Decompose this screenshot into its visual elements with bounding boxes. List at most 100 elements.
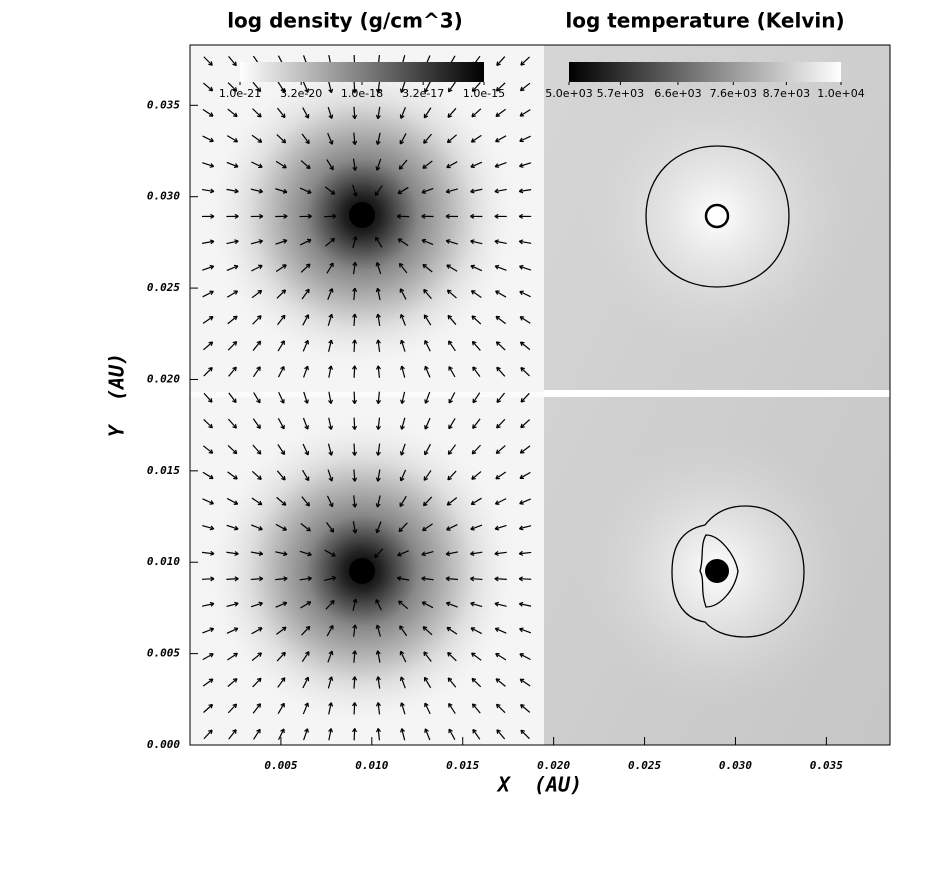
arrow-head bbox=[470, 239, 475, 242]
velocity-arrow bbox=[325, 237, 335, 247]
velocity-arrow bbox=[226, 265, 239, 272]
arrow-head bbox=[446, 239, 451, 242]
velocity-arrow bbox=[401, 365, 406, 378]
velocity-arrow bbox=[424, 443, 431, 456]
velocity-arrow bbox=[276, 289, 286, 299]
arrow-head bbox=[399, 625, 404, 629]
arrow-head bbox=[304, 452, 309, 456]
arrow-head bbox=[352, 529, 356, 534]
velocity-arrow bbox=[278, 392, 285, 404]
velocity-arrow bbox=[423, 314, 432, 326]
arrow-head bbox=[258, 528, 263, 531]
colorbar-tick-label: 1.0e+04 bbox=[817, 87, 864, 100]
velocity-arrow bbox=[424, 366, 431, 378]
arrow-head bbox=[281, 141, 286, 144]
velocity-arrow bbox=[421, 601, 434, 609]
arrow-head bbox=[256, 452, 261, 455]
colorbar-tick-label: 8.7e+03 bbox=[763, 87, 810, 100]
velocity-arrow bbox=[519, 603, 532, 607]
velocity-arrow bbox=[472, 418, 481, 429]
velocity-arrow bbox=[252, 108, 262, 118]
arrow-head bbox=[445, 188, 450, 193]
velocity-arrow bbox=[470, 240, 483, 245]
arrow-head bbox=[424, 702, 429, 706]
velocity-arrow bbox=[422, 626, 433, 636]
velocity-arrow bbox=[327, 314, 333, 326]
arrow-head bbox=[518, 576, 524, 580]
velocity-arrow bbox=[423, 289, 432, 300]
velocity-arrow bbox=[252, 366, 261, 378]
velocity-arrow bbox=[303, 391, 309, 404]
arrow-head bbox=[471, 677, 477, 680]
velocity-arrow bbox=[471, 471, 482, 480]
arrow-head bbox=[398, 527, 401, 532]
velocity-arrow bbox=[353, 728, 356, 741]
arrow-head bbox=[308, 601, 312, 606]
arrow-head bbox=[259, 265, 263, 270]
arrow-head bbox=[470, 188, 474, 193]
panel-gap bbox=[190, 392, 544, 397]
velocity-arrow bbox=[353, 676, 356, 689]
arrow-head bbox=[446, 526, 450, 531]
arrow-head bbox=[445, 576, 450, 580]
velocity-arrow bbox=[399, 288, 407, 300]
arrow-head bbox=[256, 426, 261, 430]
arrow-head bbox=[519, 627, 524, 630]
velocity-arrow bbox=[353, 391, 356, 404]
velocity-arrow bbox=[519, 498, 531, 505]
arrow-head bbox=[471, 112, 474, 117]
velocity-arrow bbox=[448, 392, 456, 404]
arrow-head bbox=[331, 650, 334, 656]
arrow-head bbox=[308, 626, 311, 631]
arrow-head bbox=[235, 653, 238, 658]
arrow-head bbox=[377, 728, 382, 733]
velocity-arrow bbox=[326, 495, 334, 508]
arrow-head bbox=[376, 399, 379, 404]
arrow-head bbox=[232, 426, 237, 429]
x-tick-label: 0.020 bbox=[537, 759, 570, 772]
velocity-arrow bbox=[495, 653, 507, 661]
arrow-head bbox=[259, 341, 262, 346]
arrow-head bbox=[304, 400, 308, 404]
velocity-arrow bbox=[400, 81, 406, 93]
velocity-arrow bbox=[226, 578, 239, 580]
velocity-arrow bbox=[520, 445, 531, 454]
velocity-arrow bbox=[276, 470, 286, 481]
velocity-arrow bbox=[471, 82, 481, 92]
arrow-head bbox=[210, 240, 215, 245]
arrow-head bbox=[496, 341, 501, 344]
arrow-head bbox=[422, 164, 425, 169]
density-star bbox=[349, 202, 375, 228]
arrow-head bbox=[375, 140, 379, 145]
velocity-arrow bbox=[303, 365, 309, 378]
arrow-head bbox=[470, 525, 474, 530]
arrow-head bbox=[400, 650, 405, 655]
arrow-head bbox=[446, 501, 450, 506]
arrow-head bbox=[375, 236, 380, 240]
velocity-arrow bbox=[326, 262, 334, 274]
velocity-arrow bbox=[520, 729, 530, 740]
colorbar-tick-label: 7.6e+03 bbox=[710, 87, 757, 100]
arrow-head bbox=[494, 525, 499, 530]
arrow-head bbox=[234, 528, 239, 531]
velocity-arrow bbox=[226, 188, 239, 193]
arrow-head bbox=[471, 475, 474, 480]
panel-title: log density (g/cm^3) bbox=[227, 9, 463, 33]
velocity-arrow bbox=[446, 264, 458, 272]
velocity-arrow bbox=[328, 702, 332, 715]
arrow-head bbox=[447, 113, 450, 118]
velocity-arrow bbox=[421, 550, 434, 556]
velocity-arrow bbox=[253, 392, 261, 404]
velocity-arrow bbox=[495, 471, 507, 480]
arrow-head bbox=[354, 676, 358, 681]
arrow-head bbox=[400, 339, 405, 344]
arrow-head bbox=[377, 339, 381, 344]
velocity-arrow bbox=[377, 676, 381, 689]
velocity-arrow bbox=[300, 263, 311, 273]
arrow-head bbox=[375, 451, 379, 456]
velocity-arrow bbox=[276, 626, 287, 635]
velocity-arrow bbox=[424, 728, 431, 741]
x-tick-label: 0.010 bbox=[355, 759, 388, 772]
velocity-arrow bbox=[424, 702, 431, 715]
arrow-head bbox=[400, 676, 405, 681]
